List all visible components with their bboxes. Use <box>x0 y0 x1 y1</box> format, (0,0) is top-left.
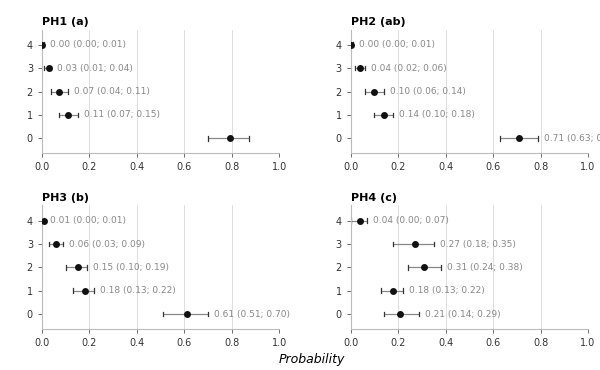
Text: PH3 (b): PH3 (b) <box>42 193 89 203</box>
Text: 0.18 (0.13; 0.22): 0.18 (0.13; 0.22) <box>100 286 176 295</box>
Text: 0.31 (0.24; 0.38): 0.31 (0.24; 0.38) <box>447 263 523 272</box>
Text: 0.07 (0.04; 0.11): 0.07 (0.04; 0.11) <box>74 87 150 96</box>
Text: PH2 (ab): PH2 (ab) <box>350 17 405 27</box>
Text: 0.21 (0.14; 0.29): 0.21 (0.14; 0.29) <box>425 310 501 319</box>
Text: 0.01 (0.00; 0.01): 0.01 (0.00; 0.01) <box>50 216 127 225</box>
Text: 0.18 (0.13; 0.22): 0.18 (0.13; 0.22) <box>409 286 485 295</box>
Text: 0.00 (0.00; 0.01): 0.00 (0.00; 0.01) <box>50 40 127 49</box>
Text: 0.61 (0.51; 0.70): 0.61 (0.51; 0.70) <box>214 310 290 319</box>
Text: Probability: Probability <box>279 353 345 366</box>
Text: PH4 (c): PH4 (c) <box>350 193 397 203</box>
Text: PH1 (a): PH1 (a) <box>42 17 89 27</box>
Text: 0.00 (0.00; 0.01): 0.00 (0.00; 0.01) <box>359 40 435 49</box>
Text: 0.03 (0.01; 0.04): 0.03 (0.01; 0.04) <box>58 64 133 73</box>
Text: 0.04 (0.02; 0.06): 0.04 (0.02; 0.06) <box>371 64 446 73</box>
Text: 0.15 (0.10; 0.19): 0.15 (0.10; 0.19) <box>93 263 169 272</box>
Text: 0.27 (0.18; 0.35): 0.27 (0.18; 0.35) <box>440 239 515 249</box>
Text: 0.14 (0.10; 0.18): 0.14 (0.10; 0.18) <box>399 110 475 120</box>
Text: 0.04 (0.00; 0.07): 0.04 (0.00; 0.07) <box>373 216 449 225</box>
Text: 0.10 (0.06; 0.14): 0.10 (0.06; 0.14) <box>390 87 466 96</box>
Text: 0.71 (0.63; 0.79): 0.71 (0.63; 0.79) <box>544 134 600 143</box>
Text: 0.11 (0.07; 0.15): 0.11 (0.07; 0.15) <box>83 110 160 120</box>
Text: 0.06 (0.03; 0.09): 0.06 (0.03; 0.09) <box>70 239 145 249</box>
